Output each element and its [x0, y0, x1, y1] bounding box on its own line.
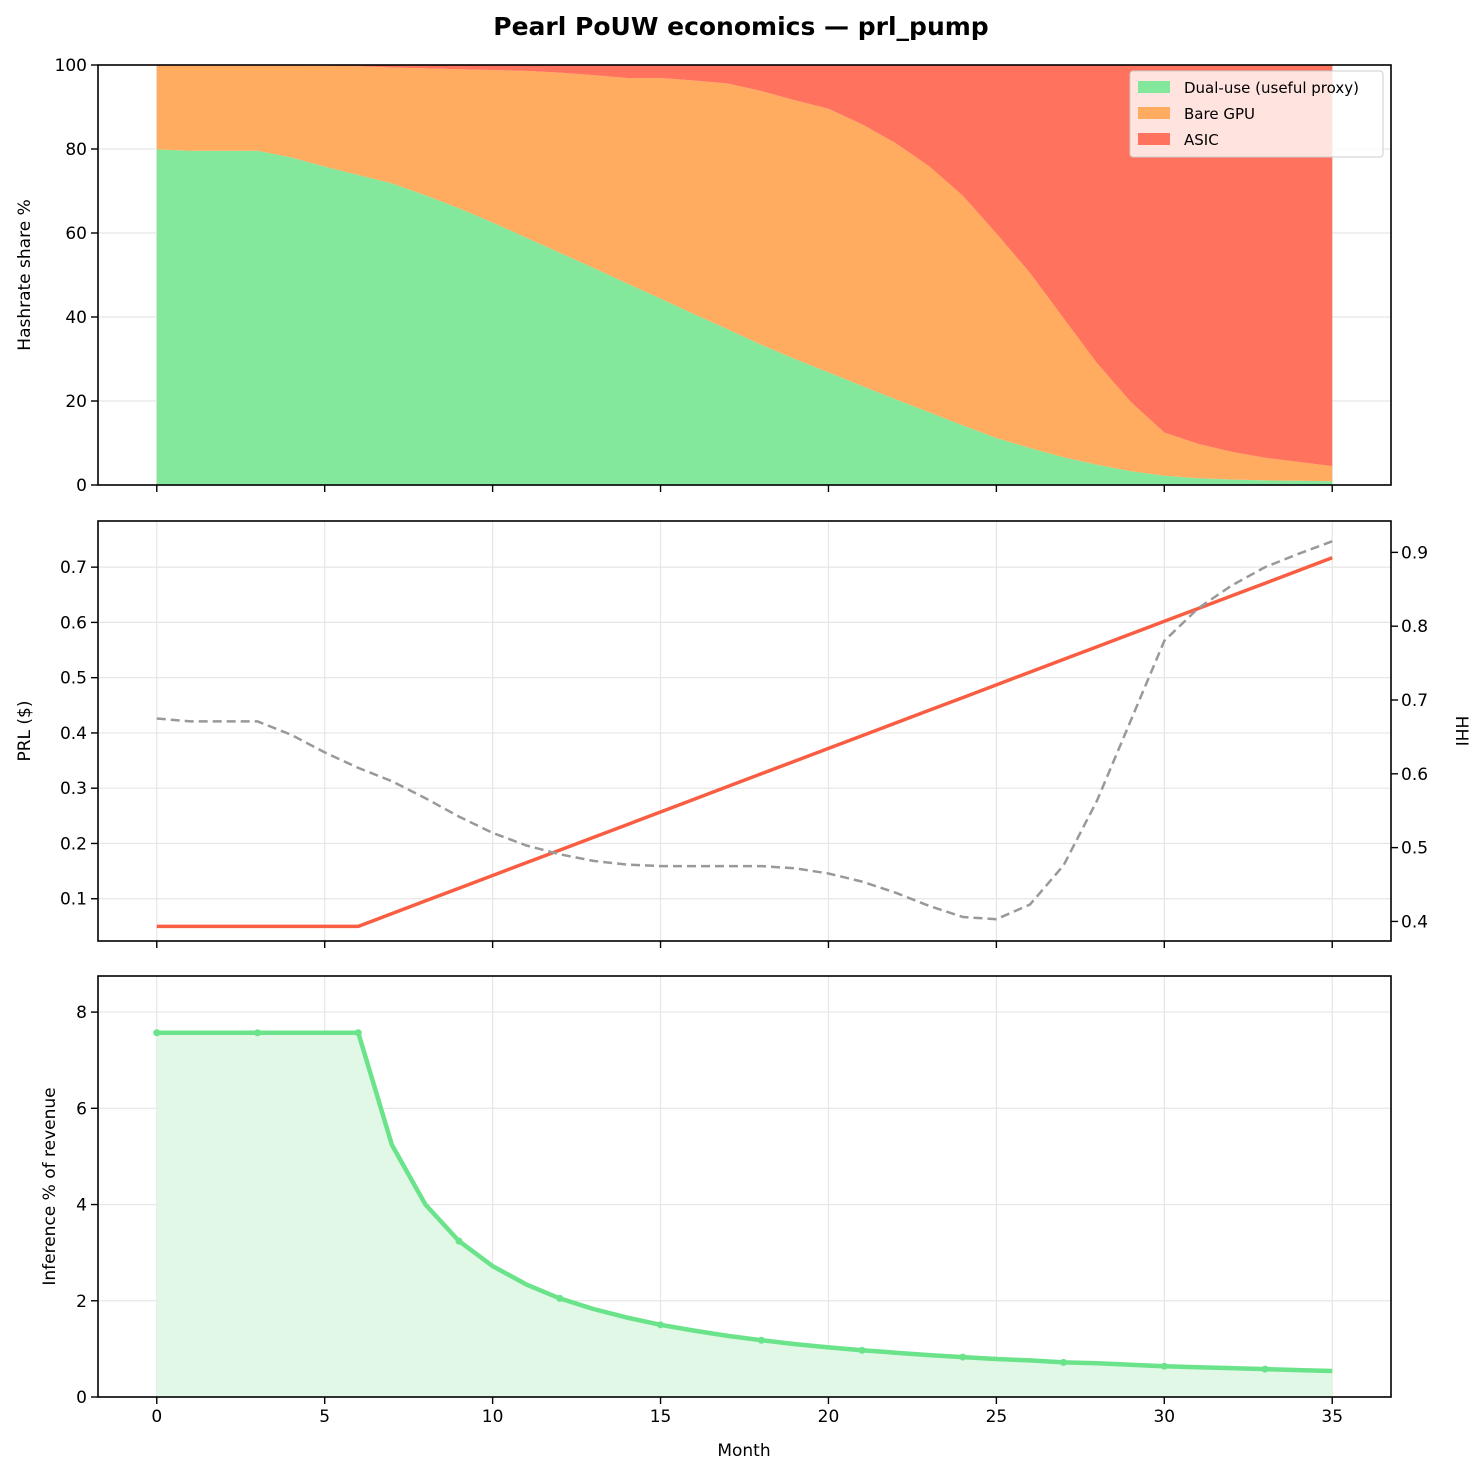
axes-frame [97, 64, 1392, 486]
inference-point [959, 1353, 967, 1361]
y-right-tick-label: 0.8 [1401, 617, 1428, 637]
y-tick-label: 60 [65, 224, 87, 244]
legend-swatch [1138, 107, 1170, 119]
legend-label: ASIC [1184, 131, 1219, 149]
y-axis-label: Inference % of revenue [40, 1087, 60, 1285]
axes-frame [97, 520, 1392, 942]
y-tick-label: 8 [76, 1003, 87, 1023]
y-tick-label: 0.1 [60, 890, 87, 910]
x-tick-label: 20 [818, 1407, 840, 1427]
inference-point [1261, 1365, 1269, 1373]
axes-frame [97, 975, 1392, 1398]
area-series-2 [156, 65, 1333, 482]
inference-revenue-panel: 0 5 10 15 20 25 30 35 0 2 4 6 8 Inference % of revenu… [40, 975, 1392, 1427]
y-tick-label: 0 [76, 476, 87, 496]
y-tick-label: 4 [76, 1196, 87, 1216]
x-tick-label: 30 [1153, 1407, 1175, 1427]
y-right-tick-label: 0.5 [1401, 839, 1428, 859]
prl-price-line [156, 556, 1333, 929]
y-tick-label: 20 [65, 392, 87, 412]
x-tick-label: 35 [1321, 1407, 1343, 1427]
chart-title: Pearl PoUW economics — prl_pump [493, 12, 988, 41]
x-tick-label: 15 [650, 1407, 672, 1427]
y-tick-label: 0.3 [60, 779, 87, 799]
x-tick-label: 0 [151, 1407, 162, 1427]
y-tick-label: 80 [65, 140, 87, 160]
y-right-tick-label: 0.7 [1401, 691, 1428, 711]
y-tick-label: 0.6 [60, 613, 87, 633]
y-right-tick-label: 0.4 [1401, 912, 1428, 932]
y-axis-label: Hashrate share % [15, 199, 35, 350]
inference-point [1160, 1362, 1168, 1370]
inference-point [858, 1346, 866, 1354]
x-tick-label: 25 [986, 1407, 1008, 1427]
legend-label: Bare GPU [1184, 105, 1255, 123]
inference-point [153, 1029, 161, 1037]
x-tick-label: 5 [319, 1407, 330, 1427]
area-series-1 [156, 149, 1333, 485]
y-tick-label: 0.2 [60, 834, 87, 854]
y-right-tick-label: 0.6 [1401, 765, 1428, 785]
y-right-axis-label: HHI [1451, 716, 1471, 747]
legend-swatch [1138, 133, 1170, 145]
inference-point [657, 1321, 665, 1329]
inference-point [1060, 1358, 1068, 1366]
inference-point [254, 1029, 262, 1037]
inference-point [455, 1237, 463, 1245]
y-right-tick-label: 0.9 [1401, 543, 1428, 563]
y-tick-label: 6 [76, 1099, 87, 1119]
legend: Dual-use (useful proxy) Bare GPU ASIC [1129, 70, 1384, 158]
y-axis-label: PRL ($) [15, 700, 35, 761]
y-tick-label: 0 [76, 1388, 87, 1408]
area-series-3 [156, 65, 1333, 467]
y-tick-label: 2 [76, 1292, 87, 1312]
y-tick-label: 0.7 [60, 558, 87, 578]
inference-area-fill [156, 1032, 1333, 1397]
inference-point [354, 1029, 362, 1037]
hashrate-share-panel: 0 20 40 60 80 100 Hashrate share % Dual-use (us… [15, 56, 1392, 496]
hhi-line [156, 540, 1333, 921]
inference-line [156, 1030, 1333, 1374]
legend-swatch [1138, 81, 1170, 93]
inference-point [757, 1336, 765, 1344]
prl-price-hhi-panel: 0.1 0.2 0.3 0.4 0.5 0.6 0.7 PRL ($) 0.4 0.5 0.6 0.7… [15, 520, 1471, 948]
y-tick-label: 0.5 [60, 669, 87, 689]
x-tick-label: 10 [482, 1407, 504, 1427]
legend-label: Dual-use (useful proxy) [1184, 79, 1359, 97]
x-axis-label: Month [717, 1441, 770, 1461]
y-tick-label: 100 [55, 56, 87, 76]
y-tick-label: 0.4 [60, 724, 87, 744]
inference-point [556, 1294, 564, 1302]
y-tick-label: 40 [65, 308, 87, 328]
legend-frame [1129, 70, 1384, 158]
